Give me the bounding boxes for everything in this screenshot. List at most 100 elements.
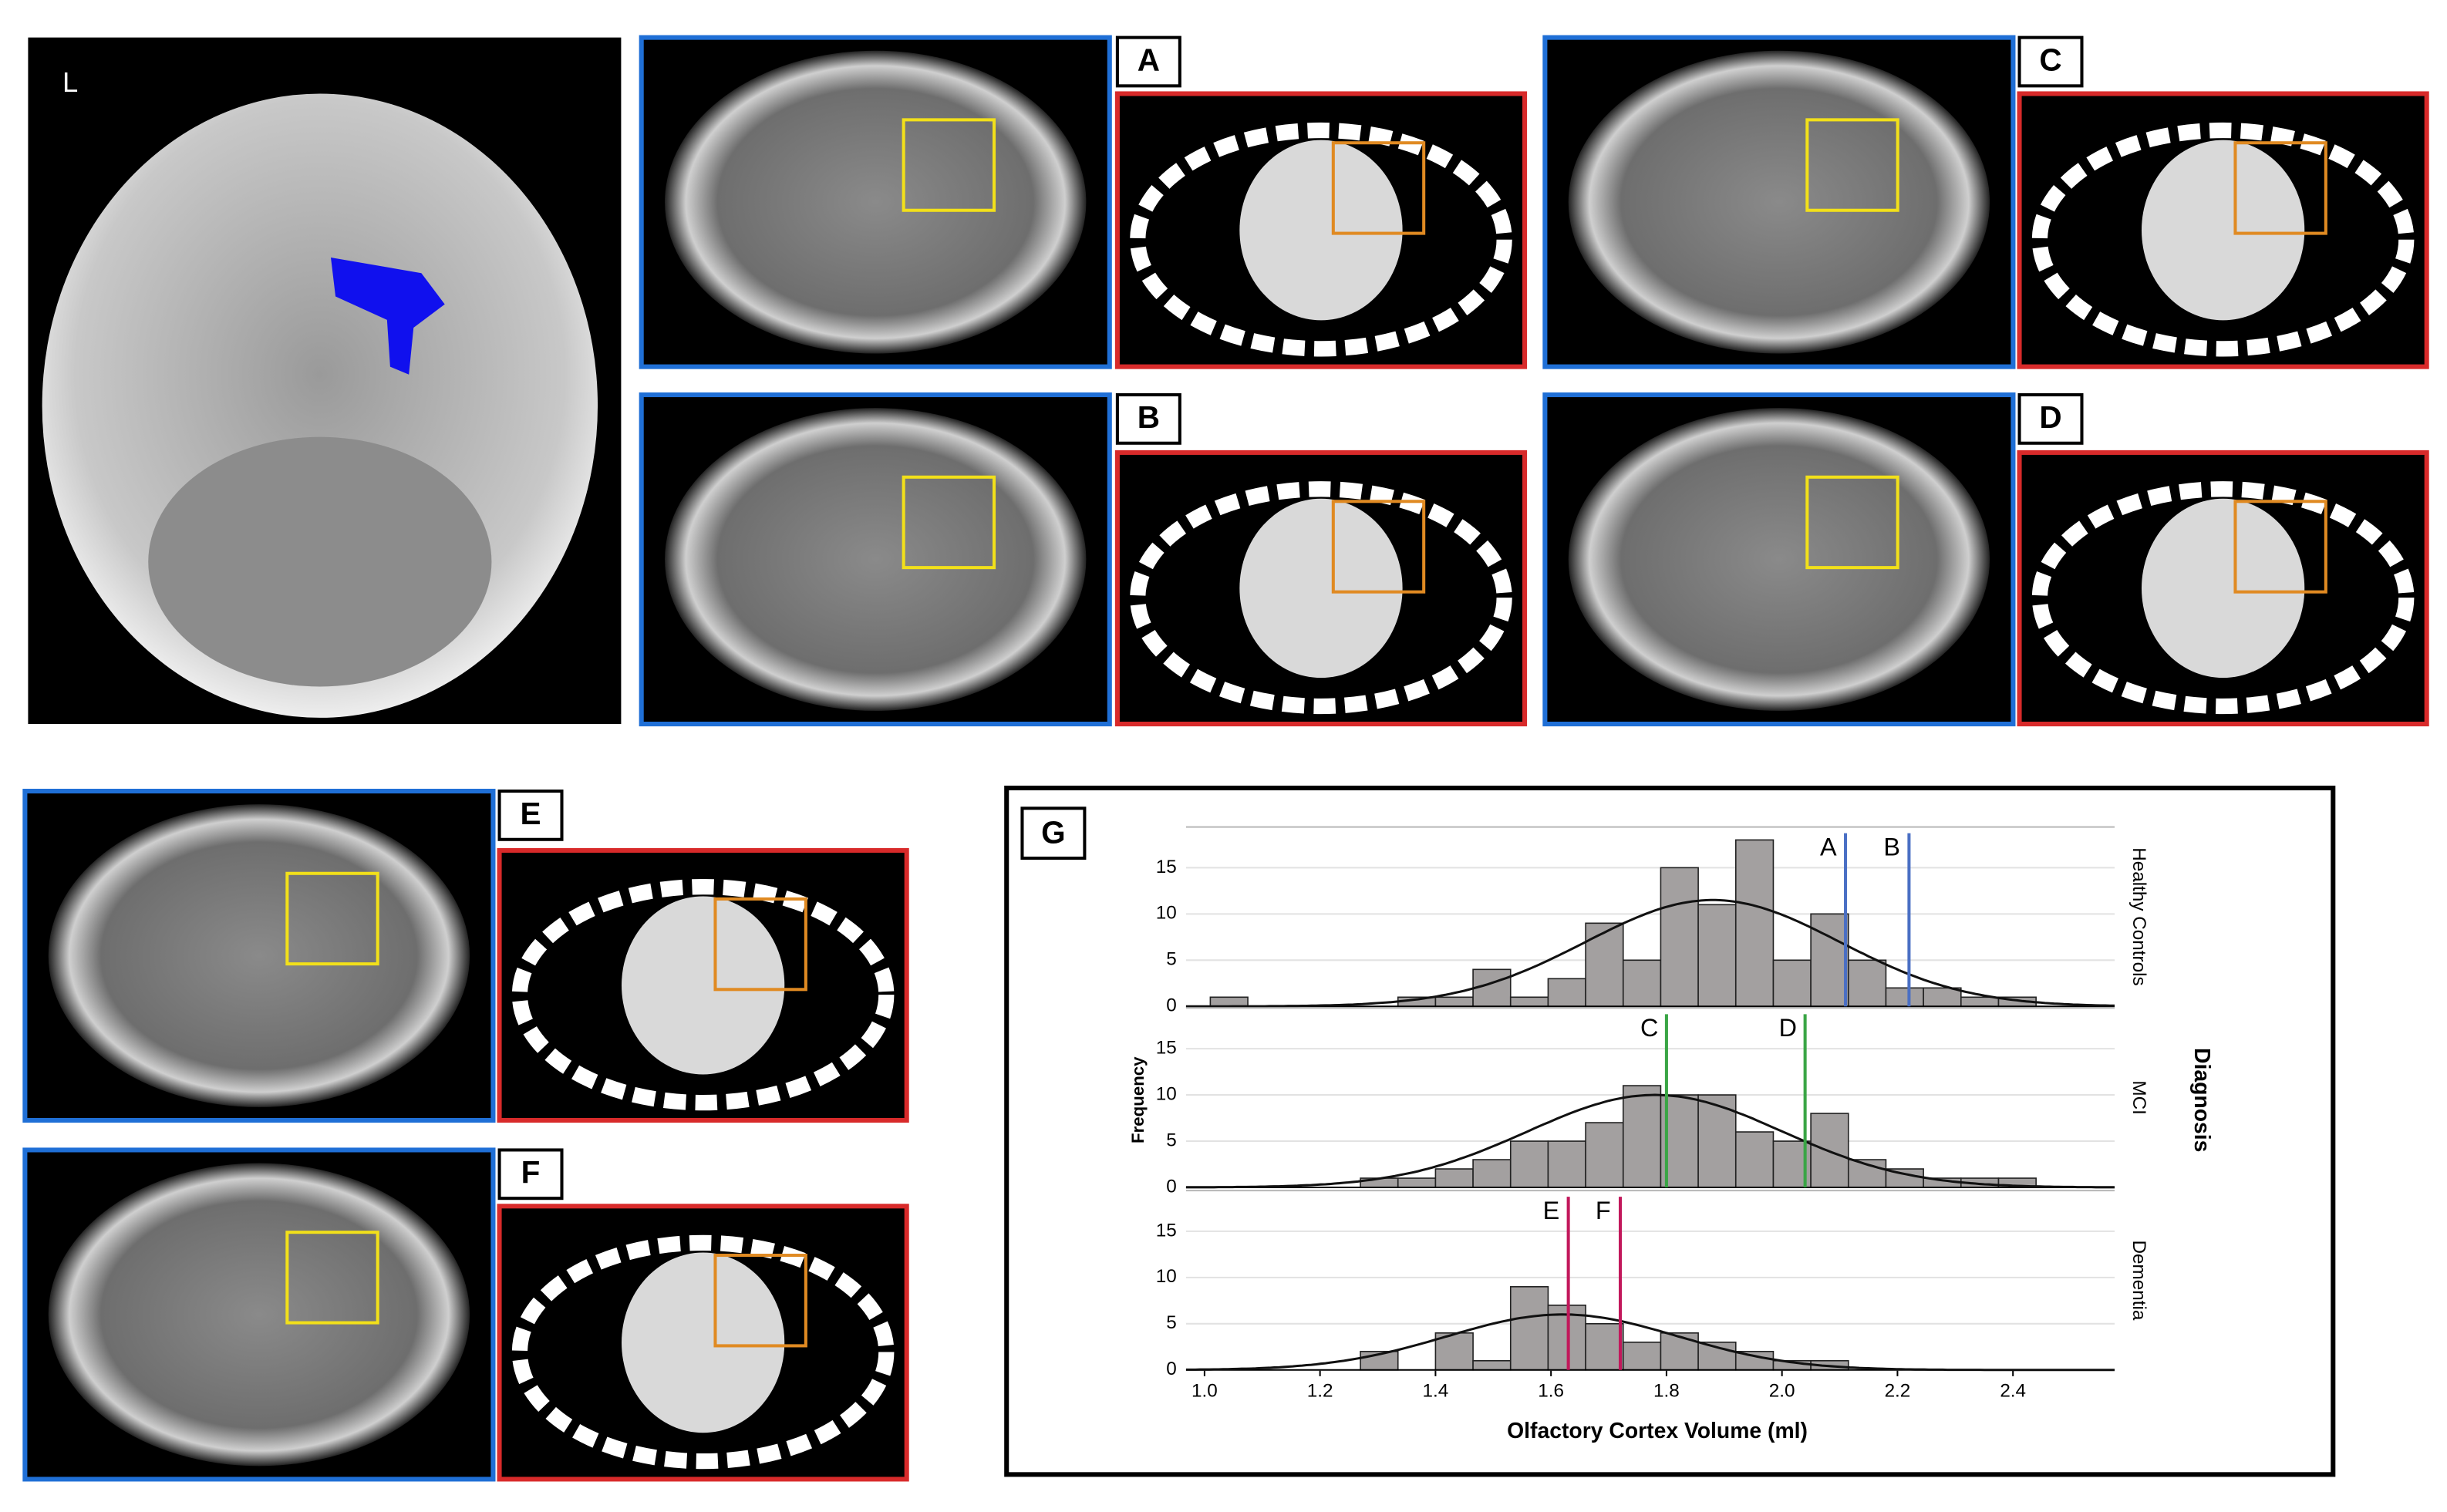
- roi-box: [1805, 475, 1899, 570]
- fit-curve: [1185, 1093, 2115, 1189]
- panel-label: B: [1138, 399, 1160, 435]
- y-tick-label: 10: [1156, 903, 1177, 924]
- facet-label: MCI: [2128, 1080, 2149, 1114]
- mri-head: [48, 804, 470, 1107]
- roi-box: [902, 475, 996, 570]
- bar: [1397, 1177, 1437, 1188]
- y-axis-label: Frequency: [1128, 1056, 1148, 1143]
- segmented-brain: [511, 878, 895, 1111]
- roi-box: [2233, 141, 2327, 235]
- bar: [1585, 1322, 1624, 1371]
- x-tick-label: 2.2: [1885, 1381, 1911, 1402]
- reference-label: C: [1640, 1014, 1658, 1042]
- bar: [1509, 1286, 1549, 1371]
- bar: [1585, 922, 1624, 1008]
- bar: [1622, 1341, 1662, 1371]
- bar: [1960, 996, 2000, 1008]
- bar: [1847, 959, 1887, 1008]
- segmented-brain: [511, 1234, 895, 1470]
- reference-label: A: [1820, 833, 1837, 860]
- segmented-brain: [1130, 481, 1512, 715]
- bar: [1622, 959, 1662, 1008]
- facet-label: Dementia: [2128, 1240, 2149, 1320]
- reference-label: F: [1596, 1197, 1611, 1224]
- panel-label-box: [1115, 35, 1181, 88]
- bar: [1697, 904, 1737, 1008]
- bar: [1547, 978, 1586, 1008]
- mri-head: [665, 408, 1087, 711]
- bar: [1434, 996, 1474, 1008]
- roi-box: [713, 897, 807, 992]
- panel-label-box: [2017, 35, 2084, 88]
- y-tick-label: 15: [1156, 1220, 1177, 1241]
- reference-label: E: [1543, 1197, 1560, 1224]
- bar: [1509, 1140, 1549, 1188]
- x-tick-label: 1.6: [1538, 1381, 1564, 1402]
- x-tick-label: 1.2: [1307, 1381, 1333, 1402]
- segmented-brain: [1130, 122, 1512, 357]
- roi-box: [285, 871, 379, 966]
- x-tick-label: 1.4: [1423, 1381, 1449, 1402]
- y-tick-label: 15: [1156, 1037, 1177, 1058]
- bar: [1660, 867, 1699, 1008]
- bar: [1734, 1131, 1775, 1188]
- segmented-brain: [2031, 481, 2415, 715]
- roi-box: [902, 118, 996, 212]
- x-tick-label: 2.0: [1769, 1381, 1795, 1402]
- mri-head: [48, 1163, 470, 1467]
- facet-label: Healthy Controls: [2128, 847, 2149, 985]
- mri-head: [1568, 50, 1990, 354]
- panel-label-box: [497, 790, 564, 841]
- panel-label-box: [1020, 807, 1087, 860]
- y-tick-label: 10: [1156, 1083, 1177, 1104]
- fit-curve: [1185, 898, 2115, 1008]
- panel-label-box: [1115, 393, 1181, 445]
- y-tick-label: 10: [1156, 1266, 1177, 1287]
- mri-head: [665, 50, 1087, 354]
- panel-label-box: [497, 1148, 564, 1201]
- y-tick-label: 0: [1166, 1176, 1177, 1197]
- segmented-core: [621, 1252, 785, 1433]
- mri-head: [1568, 408, 1990, 711]
- bar: [1622, 1085, 1662, 1188]
- x-tick-label: 2.4: [2000, 1381, 2026, 1402]
- panel-label: D: [2039, 399, 2061, 435]
- panel-label: C: [2039, 42, 2061, 78]
- x-axis-label: Olfactory Cortex Volume (ml): [1507, 1419, 1808, 1443]
- reference-label: D: [1779, 1014, 1797, 1042]
- y-tick-label: 0: [1166, 995, 1177, 1016]
- bar: [1547, 1140, 1586, 1188]
- bar: [1772, 959, 1812, 1008]
- x-tick-label: 1.0: [1191, 1381, 1218, 1402]
- panel-label: F: [521, 1155, 541, 1190]
- y-tick-label: 0: [1166, 1359, 1177, 1379]
- y-tick-label: 5: [1166, 949, 1177, 970]
- roi-box: [1805, 118, 1899, 212]
- segmented-core: [621, 896, 785, 1075]
- panel-label: G: [1041, 814, 1065, 850]
- bar: [1434, 1168, 1474, 1188]
- segmented-core: [2141, 140, 2305, 321]
- bar: [1660, 1332, 1699, 1371]
- panel-label: E: [521, 796, 541, 831]
- y-tick-label: 5: [1166, 1312, 1177, 1333]
- segmented-core: [2141, 498, 2305, 679]
- y-tick-label: 15: [1156, 857, 1177, 877]
- bar: [1734, 839, 1775, 1008]
- panel-label-box: [2017, 393, 2084, 445]
- facet-title: Diagnosis: [2189, 1048, 2214, 1152]
- bar: [1209, 996, 1249, 1008]
- bar: [1585, 1122, 1624, 1188]
- bar: [1472, 1359, 1512, 1371]
- bar: [1923, 987, 1962, 1008]
- roi-box: [285, 1231, 379, 1325]
- atlas-image: L: [28, 37, 622, 725]
- orientation-label: L: [62, 66, 78, 98]
- panel-label: A: [1138, 42, 1160, 78]
- bar: [1885, 987, 1924, 1008]
- bar: [1509, 996, 1549, 1008]
- segmented-core: [1239, 498, 1403, 679]
- segmented-core: [1239, 140, 1403, 321]
- roi-box: [1331, 141, 1426, 235]
